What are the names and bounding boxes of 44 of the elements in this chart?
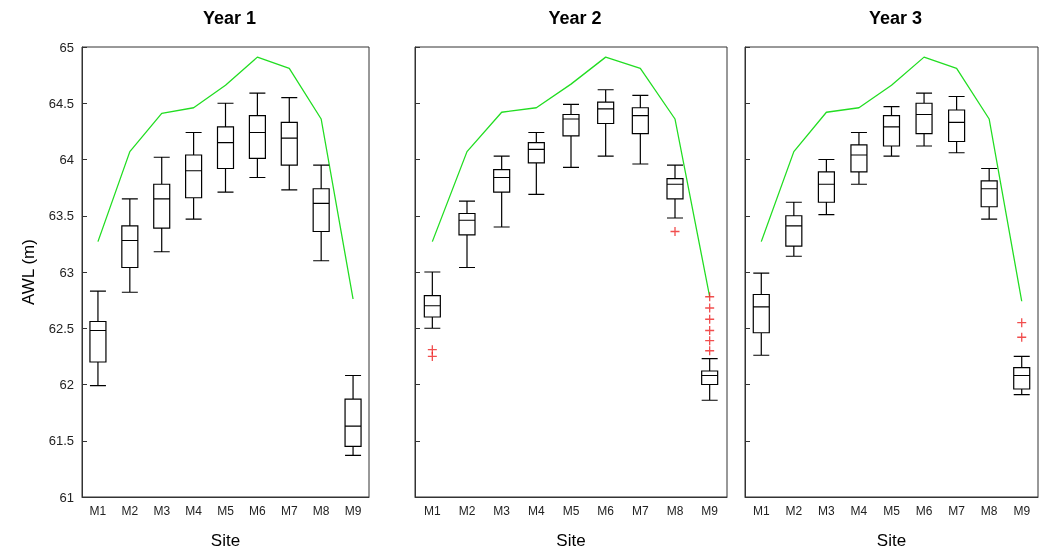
line-series [97,56,354,300]
chart-title: Year 1 [202,8,257,28]
x-axis-title: Site [556,531,586,550]
x-tick-label: M4 [185,504,203,518]
x-tick-label: M9 [701,504,719,518]
x-tick-label: M6 [249,504,267,518]
x-tick-label: M1 [752,504,770,518]
x-tick-label: M8 [980,504,998,518]
x-tick-label: M6 [915,504,933,518]
x-tick-label: M5 [883,504,901,518]
x-tick-label: M9 [344,504,362,518]
x-tick-label: M7 [948,504,966,518]
x-tick-label: M5 [217,504,235,518]
x-tick-label: M1 [424,504,441,518]
x-tick-label: M8 [666,504,684,518]
y-tick-label: 61 [59,489,74,505]
y-tick-label: 61.5 [48,433,74,449]
x-tick-label: M7 [632,504,649,518]
x-tick-label: M3 [818,504,836,518]
y-tick-label: 63 [59,264,74,280]
chart-title: Year 3 [868,8,923,28]
x-tick-label: M5 [562,504,580,518]
y-tick-label: 62 [59,377,74,392]
x-tick-label: M4 [528,504,545,518]
x-tick-label: M4 [850,504,868,518]
x-tick-label: M6 [597,504,615,518]
x-tick-label: M9 [1013,504,1031,518]
y-tick-label: 62.5 [48,320,74,336]
x-axis-title: Site [210,531,241,550]
x-axis-title: Site [876,531,907,550]
y-tick-label: 65 [59,39,74,55]
x-tick-label: M1 [89,504,107,518]
x-tick-label: M2 [121,504,139,518]
y-tick-label: 64.5 [48,95,74,111]
x-tick-label: M2 [785,504,803,518]
y-tick-label: 64 [59,152,74,167]
x-tick-label: M7 [280,504,298,518]
x-tick-label: M8 [312,504,330,518]
y-tick-label: 63.5 [48,208,74,224]
chart-title: Year 2 [548,8,602,28]
y-axis-title: AWL (m) [19,239,38,305]
x-tick-label: M3 [153,504,171,518]
x-tick-label: M3 [493,504,511,518]
x-tick-label: M2 [458,504,476,518]
